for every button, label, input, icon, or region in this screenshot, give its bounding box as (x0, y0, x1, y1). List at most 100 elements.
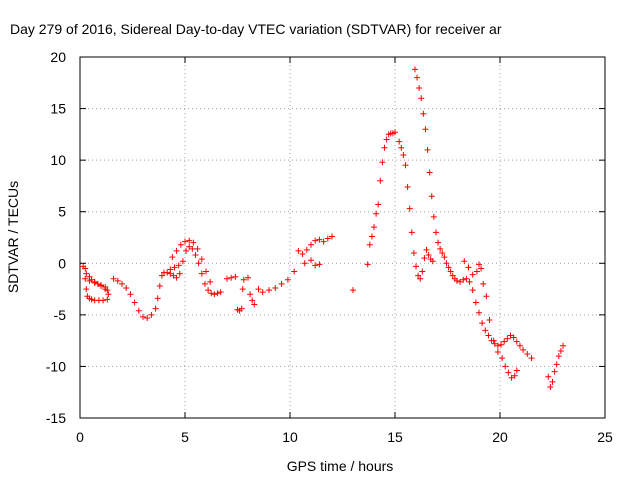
data-point (303, 246, 310, 253)
data-point (414, 74, 421, 81)
data-point (379, 159, 386, 166)
data-point (195, 260, 202, 267)
data-point (408, 229, 415, 236)
data-point (480, 280, 487, 287)
data-point (494, 348, 501, 355)
data-point (417, 275, 424, 282)
data-point (245, 274, 251, 281)
data-point (91, 279, 98, 286)
data-point (473, 268, 480, 275)
data-point (190, 239, 197, 246)
data-point (366, 241, 373, 248)
data-point (102, 284, 109, 291)
data-point (555, 353, 562, 360)
data-point (217, 289, 224, 296)
data-point (278, 280, 285, 287)
data-point (435, 239, 442, 246)
data-point (549, 378, 556, 385)
data-point (272, 285, 279, 292)
data-point (491, 340, 498, 347)
y-axis-title: SDTVAR / TECUs (5, 181, 21, 293)
data-point (173, 274, 180, 281)
data-point (439, 249, 446, 256)
data-point (460, 276, 467, 283)
data-point (419, 268, 426, 275)
data-point (381, 144, 388, 151)
data-point (547, 384, 554, 391)
data-point (528, 355, 535, 362)
data-point (520, 346, 527, 353)
data-point (119, 280, 125, 287)
data-point (392, 129, 398, 136)
data-series (461, 258, 520, 381)
data-point (175, 262, 182, 269)
data-point (510, 334, 517, 341)
data-point (291, 268, 298, 275)
data-point (437, 245, 444, 252)
tick-layer (79, 56, 606, 419)
data-point (110, 275, 117, 282)
data-point (560, 342, 566, 349)
data-point (301, 260, 308, 267)
y-tick-label: -15 (46, 410, 66, 426)
data-point (192, 252, 199, 259)
data-point (466, 278, 473, 285)
data-point (404, 183, 411, 190)
data-point (82, 265, 89, 272)
data-point (114, 277, 121, 284)
data-point (189, 245, 196, 252)
data-point (486, 317, 493, 324)
plot-frame (79, 56, 606, 419)
data-point (377, 177, 384, 184)
data-point (83, 270, 90, 277)
data-point (251, 301, 258, 308)
data-point (316, 236, 323, 243)
data-point (505, 369, 512, 376)
data-point (465, 264, 472, 271)
x-tick-label: 5 (181, 429, 189, 445)
data-point (239, 286, 246, 293)
data-point (203, 268, 209, 275)
data-point (469, 271, 476, 278)
data-point (482, 327, 489, 334)
data-point (457, 278, 464, 285)
y-tick-label: 0 (58, 255, 66, 271)
data-point (545, 373, 552, 380)
data-point (498, 341, 505, 348)
data-point (177, 241, 184, 248)
data-point (83, 286, 90, 293)
data-point (211, 291, 218, 298)
label-layer: 0 5 10 15 20 25 -15 -10 -5 0 5 10 15 20 (46, 49, 613, 445)
data-point (504, 335, 511, 342)
data-point (105, 291, 112, 298)
data-point (140, 313, 146, 320)
data-point (476, 309, 482, 316)
data-point (131, 299, 138, 306)
data-point (423, 246, 430, 253)
data-series (545, 342, 566, 391)
data-point (483, 293, 490, 300)
y-tick-label: 20 (50, 49, 66, 65)
data-point (428, 193, 435, 200)
x-tick-label: 25 (597, 429, 613, 445)
data-point (158, 272, 165, 279)
data-point (247, 291, 254, 298)
data-point (259, 289, 266, 296)
data-point (308, 241, 314, 248)
data-point (425, 252, 432, 259)
data-point (553, 361, 560, 368)
data-point (513, 367, 520, 374)
data-point (430, 213, 437, 220)
data-point (316, 261, 323, 268)
data-point (422, 126, 429, 133)
data-point (424, 146, 431, 153)
data-point (127, 291, 134, 298)
data-point (214, 290, 221, 297)
data-point (198, 270, 205, 277)
data-point (396, 138, 403, 145)
data-point (183, 247, 190, 254)
data-point (557, 347, 564, 354)
data-point (375, 201, 382, 208)
